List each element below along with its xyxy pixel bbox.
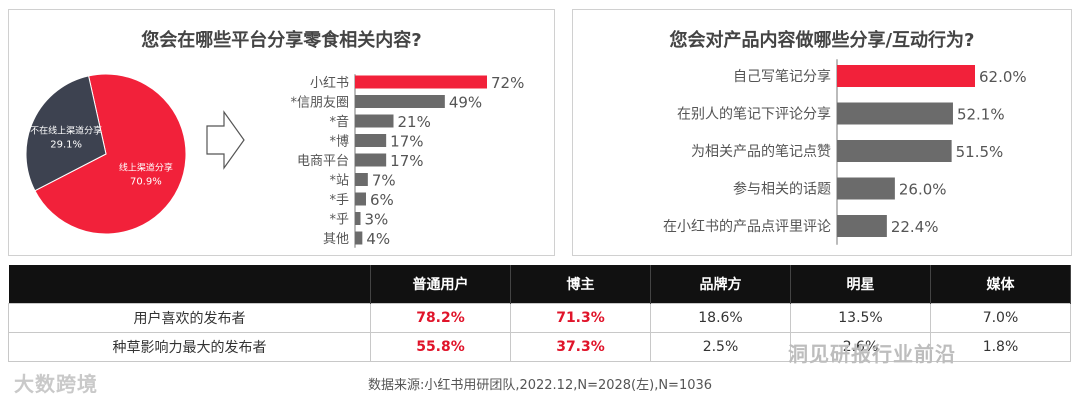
bar-value-label: 4% [366, 230, 390, 248]
bar-category-label: *音 [329, 114, 349, 130]
watermark-left: 大数跨境 [14, 372, 98, 396]
table-cell: 18.6% [650, 303, 791, 333]
bar-value-label: 49% [449, 94, 482, 112]
left-chart-svg: 线上渠道分享 70.9% 不在线上渠道分享 29.1% 小红书 72% *信朋友圈 49% *… [25, 73, 524, 248]
row-label: 用户喜欢的发布者 [8, 303, 371, 333]
table-cell: 1.8% [930, 332, 1071, 362]
table-header-row: 普通用户 博主 品牌方 明星 媒体 [8, 265, 1071, 304]
data-source-footer: 数据来源:小红书用研团队,2022.12,N=2028(左),N=1036 [367, 378, 713, 393]
table-header-cell: 博主 [510, 265, 651, 304]
table-cell: 55.8% [370, 332, 511, 362]
table-row: 种草影响力最大的发布者 55.8% 37.3% 2.5% 2.6% 1.8% [8, 332, 1071, 362]
left-chart-title: 您会在哪些平台分享零食相关内容? [141, 30, 422, 51]
bar [355, 192, 366, 206]
pie-slice-value: 29.1% [50, 139, 82, 150]
bar-value-label: 17% [390, 133, 423, 151]
publisher-table: 普通用户 博主 品牌方 明星 媒体 用户喜欢的发布者 78.2% 71.3% 1… [8, 265, 1071, 362]
bar-category-label: 小红书 [310, 75, 349, 91]
watermark-right: 洞见研报行业前沿 [788, 342, 956, 366]
bar-value-label: 51.5% [956, 143, 1004, 161]
table-header-cell [8, 265, 371, 304]
table-row: 用户喜欢的发布者 78.2% 71.3% 18.6% 13.5% 7.0% [8, 303, 1071, 333]
bar-value-label: 6% [370, 191, 394, 209]
bar-category-label: *手 [329, 193, 349, 208]
right-chart-title: 您会对产品内容做哪些分享/互动行为? [669, 30, 975, 51]
bar-category-label: 参与相关的话题 [733, 181, 831, 198]
pie-slice [25, 75, 107, 192]
platform-bar-chart: 小红书 72% *信朋友圈 49% *音 21% *博 17% 电商平台 17% *站 7% *手 6% *… [290, 74, 524, 248]
bar-value-label: 3% [365, 211, 389, 229]
bar-value-label: 17% [390, 152, 423, 170]
right-chart-svg: 自己写笔记分享 62.0% 在别人的笔记下评论分享 52.1% 为相关产品的笔记点赞 51… [663, 59, 1027, 245]
table-cell: 37.3% [510, 332, 651, 362]
table-cell: 2.5% [650, 332, 791, 362]
bar [355, 173, 368, 186]
bar-category-label: *博 [329, 135, 349, 150]
bar-category-label: 为相关产品的笔记点赞 [691, 144, 831, 160]
bar [355, 114, 394, 128]
bar-value-label: 21% [398, 113, 431, 131]
pie-slice-value: 70.9% [130, 177, 162, 188]
bar-category-label: *乎 [329, 213, 349, 228]
table-cell: 13.5% [790, 303, 931, 333]
table-cell: 71.3% [510, 303, 651, 333]
bar-value-label: 22.4% [891, 218, 939, 236]
bar [355, 134, 387, 147]
bar [837, 215, 887, 237]
table-header-cell: 品牌方 [650, 265, 791, 304]
bar [837, 140, 952, 162]
bar-value-label: 62.0% [979, 68, 1027, 86]
table-cell: 2.6% [790, 332, 931, 362]
platform-share-panel: 您会在哪些平台分享零食相关内容? 线上渠道分享 70.9% 不在线上渠道分享 29.1… [8, 9, 555, 256]
bar-category-label: *站 [329, 174, 349, 189]
bar-category-label: *信朋友圈 [290, 95, 349, 111]
interaction-bar-chart: 自己写笔记分享 62.0% 在别人的笔记下评论分享 52.1% 为相关产品的笔记点赞 51… [663, 59, 1027, 245]
bar [837, 65, 975, 87]
pie-slice-label: 不在线上渠道分享 [30, 124, 102, 136]
bar-category-label: 在别人的笔记下评论分享 [677, 106, 831, 123]
bar-value-label: 7% [372, 172, 396, 190]
bar [355, 75, 487, 89]
table-header-cell: 媒体 [930, 265, 1071, 304]
share-pie-chart: 线上渠道分享 70.9% 不在线上渠道分享 29.1% [25, 73, 187, 235]
bar [355, 153, 387, 167]
row-label: 种草影响力最大的发布者 [8, 332, 371, 362]
bar [355, 231, 363, 245]
bar-category-label: 自己写笔记分享 [733, 68, 831, 85]
pie-slice [34, 73, 187, 235]
interaction-panel: 您会对产品内容做哪些分享/互动行为? 自己写笔记分享 62.0% 在别人的笔记下评论… [572, 9, 1072, 256]
bar [355, 212, 361, 225]
table-header-cell: 明星 [790, 265, 931, 304]
arrow-icon [206, 110, 245, 170]
bar-value-label: 26.0% [899, 181, 947, 199]
table-cell: 7.0% [930, 303, 1071, 333]
bar-category-label: 电商平台 [297, 154, 349, 169]
table-cell: 78.2% [370, 303, 511, 333]
bar-category-label: 其他 [323, 232, 349, 247]
bar [837, 102, 953, 125]
bar [837, 177, 895, 200]
bar-category-label: 在小红书的产品点评里评论 [663, 219, 831, 235]
pie-slice-label: 线上渠道分享 [119, 162, 173, 174]
table-header-cell: 普通用户 [370, 265, 511, 304]
bar [355, 95, 445, 108]
bar-value-label: 72% [491, 74, 524, 92]
bar-value-label: 52.1% [957, 106, 1005, 124]
